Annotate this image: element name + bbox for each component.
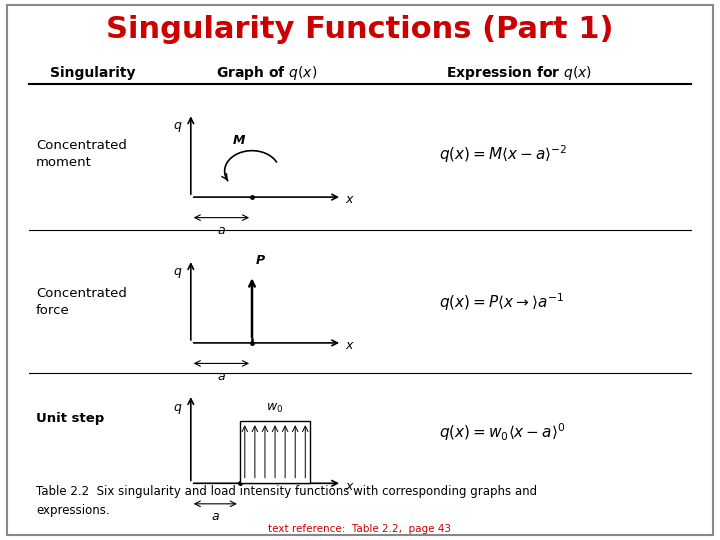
Text: Expression for $q(x)$: Expression for $q(x)$ — [446, 64, 593, 82]
Text: a: a — [212, 510, 219, 523]
Text: text reference:  Table 2.2,  page 43: text reference: Table 2.2, page 43 — [269, 524, 451, 534]
Text: $q(x) = P\langle x{\rightarrow}\rangle a^{-1}$: $q(x) = P\langle x{\rightarrow}\rangle a… — [439, 292, 564, 313]
Text: q: q — [174, 401, 181, 414]
Text: x: x — [346, 193, 353, 206]
Text: x: x — [346, 480, 353, 492]
FancyBboxPatch shape — [7, 5, 713, 535]
Text: $q(x) = M\langle x - a\rangle^{-2}$: $q(x) = M\langle x - a\rangle^{-2}$ — [439, 143, 567, 165]
Bar — [240, 421, 310, 483]
Text: q: q — [174, 119, 181, 132]
Text: Concentrated
moment: Concentrated moment — [36, 139, 127, 169]
Text: Unit step: Unit step — [36, 412, 104, 425]
Text: Singularity: Singularity — [50, 66, 136, 80]
Text: Concentrated
force: Concentrated force — [36, 287, 127, 318]
Text: $q(x) = w_0\langle x - a\rangle^0$: $q(x) = w_0\langle x - a\rangle^0$ — [439, 421, 565, 443]
Text: a: a — [217, 224, 225, 237]
Text: Singularity Functions (Part 1): Singularity Functions (Part 1) — [107, 15, 613, 44]
Text: x: x — [346, 339, 353, 352]
Text: Table 2.2  Six singularity and load intensity functions with corresponding graph: Table 2.2 Six singularity and load inten… — [36, 485, 537, 517]
Text: $w_0$: $w_0$ — [266, 402, 284, 415]
Text: M: M — [233, 134, 246, 147]
Text: q: q — [174, 265, 181, 278]
Text: a: a — [217, 370, 225, 383]
Text: Graph of $q(x)$: Graph of $q(x)$ — [216, 64, 318, 82]
Text: P: P — [256, 254, 265, 267]
